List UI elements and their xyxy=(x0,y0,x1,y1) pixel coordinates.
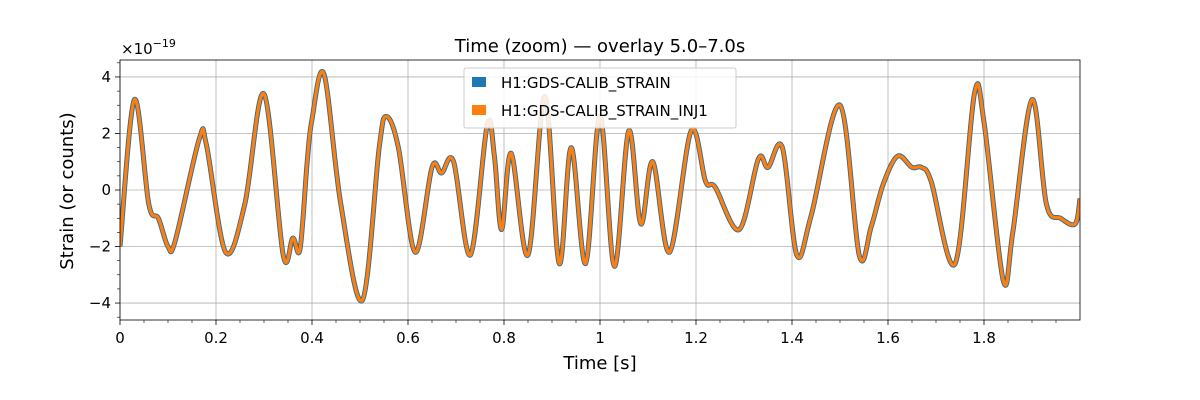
x-tick-label: 0 xyxy=(115,329,125,347)
legend: H1:GDS-CALIB_STRAIN H1:GDS-CALIB_STRAIN_… xyxy=(463,67,737,129)
series-line-2 xyxy=(120,69,1080,303)
legend-swatch-series-1 xyxy=(472,77,486,87)
x-axis-label: Time [s] xyxy=(562,353,636,374)
series-layer xyxy=(120,68,1080,304)
plot-frame xyxy=(119,59,1081,321)
y-multiplier-base: ×10 xyxy=(121,40,153,58)
x-axis: 0 0.2 0.4 0.6 0.8 1 1.2 1.4 1.6 1.8 xyxy=(115,320,1057,347)
x-tick-label: 0.2 xyxy=(204,329,228,347)
y-axis-label: Strain (or counts) xyxy=(57,112,78,269)
y-tick-label: −4 xyxy=(89,294,111,312)
y-multiplier: ×10−19 xyxy=(121,37,176,58)
y-multiplier-exponent: −19 xyxy=(153,37,176,50)
x-tick-label: 1.4 xyxy=(780,329,804,347)
legend-box xyxy=(463,67,737,129)
y-tick-label: 0 xyxy=(101,181,111,199)
y-tick-label: −2 xyxy=(89,238,111,256)
x-tick-label: 0.6 xyxy=(396,329,420,347)
chart-title: Time (zoom) — overlay 5.0–7.0s xyxy=(454,36,745,57)
x-tick-label: 1.8 xyxy=(972,329,996,347)
y-axis: −4 −2 0 2 4 xyxy=(89,62,120,318)
x-tick-label: 0.8 xyxy=(492,329,516,347)
y-tick-label: 2 xyxy=(101,124,111,142)
legend-swatch-series-2 xyxy=(472,105,486,115)
legend-label-series-2: H1:GDS-CALIB_STRAIN_INJ1 xyxy=(501,102,708,121)
x-tick-label: 1 xyxy=(595,329,605,347)
x-tick-label: 0.4 xyxy=(300,329,324,347)
x-tick-label: 1.6 xyxy=(876,329,900,347)
y-tick-label: 4 xyxy=(101,68,111,86)
x-tick-label: 1.2 xyxy=(684,329,708,347)
legend-label-series-1: H1:GDS-CALIB_STRAIN xyxy=(501,74,671,93)
